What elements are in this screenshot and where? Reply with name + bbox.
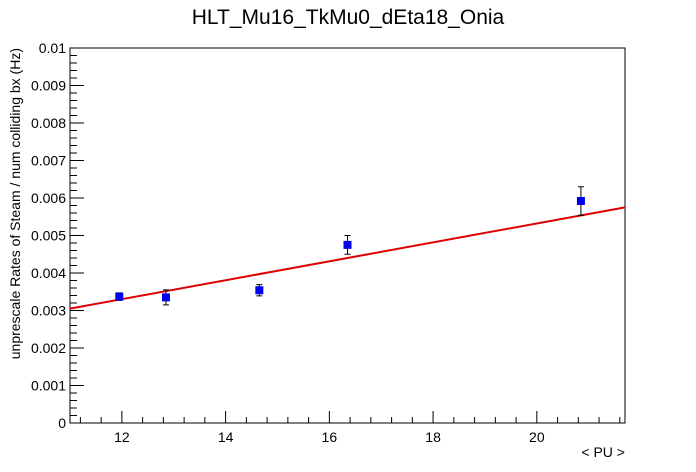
y-tick-label: 0.001 <box>31 378 66 394</box>
y-tick-label: 0.008 <box>31 115 66 131</box>
chart-title: HLT_Mu16_TkMu0_dEta18_Onia <box>192 6 505 29</box>
y-tick-label: 0.01 <box>39 40 66 56</box>
y-tick-label: 0 <box>58 415 66 431</box>
fit-layer <box>69 206 626 310</box>
data-points <box>115 186 585 306</box>
y-axis-label: unprescale Rates of Steam / num collidin… <box>7 48 23 359</box>
x-tick-label: 18 <box>425 429 441 445</box>
x-axis-label: < PU > <box>581 444 625 460</box>
data-point <box>115 292 124 301</box>
y-tick-label: 0.003 <box>31 303 66 319</box>
data-point <box>576 197 585 205</box>
y-tick-label: 0.002 <box>31 340 66 356</box>
x-tick-label: 16 <box>322 429 338 445</box>
data-point <box>161 293 170 302</box>
x-tick-label: 12 <box>114 429 130 445</box>
y-tick-label: 0.009 <box>31 78 66 94</box>
y-tick-label: 0.004 <box>31 265 66 281</box>
y-axis-ticks: 0 0.001 0.002 0.003 0.004 0.005 0.006 0.007 0.00… <box>31 40 84 431</box>
fit-line <box>69 206 626 310</box>
data-point <box>343 240 352 249</box>
x-tick-label: 20 <box>529 429 545 445</box>
x-axis-ticks: 12 14 16 18 20 <box>79 411 621 445</box>
y-tick-label: 0.007 <box>31 153 66 169</box>
y-tick-label: 0.006 <box>31 190 66 206</box>
data-point <box>255 286 264 295</box>
x-tick-label: 14 <box>218 429 234 445</box>
y-tick-label: 0.005 <box>31 228 66 244</box>
